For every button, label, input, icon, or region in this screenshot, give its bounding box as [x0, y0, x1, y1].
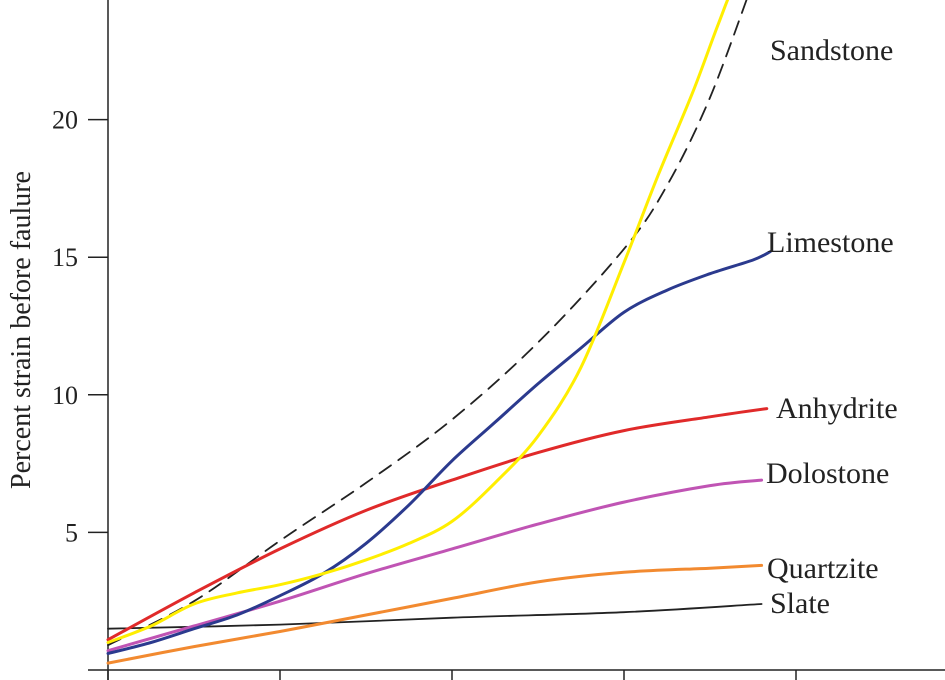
y-tick-label: 10 — [52, 381, 78, 410]
series-label-slate: Slate — [770, 587, 830, 620]
series-label-sandstone: Sandstone — [770, 34, 893, 67]
axes: 5 10 15 20 — [52, 0, 945, 680]
series-line-slate — [107, 603, 763, 630]
y-tick-label: 5 — [65, 518, 78, 547]
y-tick-label: 20 — [52, 106, 78, 135]
series-line-quartzite — [106, 563, 764, 665]
series-line-limestone — [106, 250, 772, 655]
series-label-dolostone: Dolostone — [766, 457, 889, 490]
series-label-anhydrite: Anhydrite — [776, 392, 898, 425]
y-axis-title: Percent strain before faulure — [6, 171, 37, 489]
series-line-anhydrite — [106, 407, 769, 642]
series-line-sandstone — [106, 0, 730, 644]
y-tick-label: 15 — [52, 243, 78, 272]
series-label-limestone: Limestone — [767, 226, 894, 259]
series-line-envelope-dashed — [107, 0, 748, 647]
series-layer — [106, 0, 772, 665]
series-label-quartzite: Quartzite — [767, 552, 879, 585]
series-line-dolostone — [106, 478, 764, 653]
